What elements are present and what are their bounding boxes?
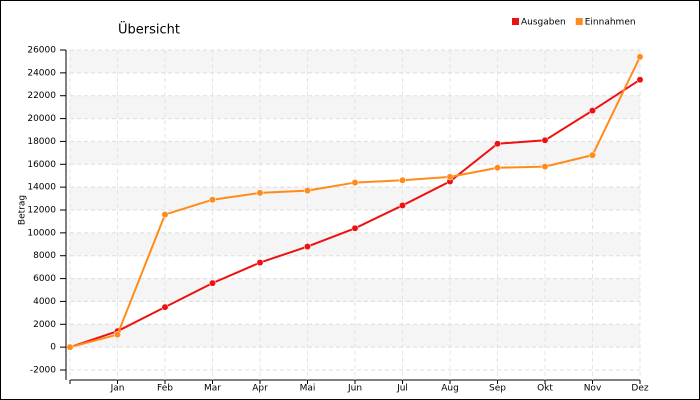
y-tick-label: 26000 (27, 46, 56, 56)
data-point (636, 53, 644, 61)
data-point (399, 201, 406, 209)
y-tick-label: 8000 (33, 251, 56, 261)
legend-label: Einnahmen (585, 18, 636, 28)
x-tick-label: Sep (489, 384, 506, 394)
data-point (589, 151, 596, 159)
x-tick-label: Nov (584, 384, 602, 394)
data-point (209, 279, 216, 287)
y-tick-label: -2000 (30, 366, 56, 376)
x-tick-label: Aug (441, 384, 459, 394)
y-tick-label: 16000 (27, 160, 56, 170)
y-tick-label: 20000 (27, 114, 56, 124)
y-tick-label: 4000 (33, 297, 56, 307)
data-point (304, 243, 311, 251)
data-point (351, 224, 359, 232)
data-point (114, 331, 121, 339)
y-tick-label: 6000 (33, 274, 56, 284)
data-point (446, 173, 454, 181)
y-axis-label: Betrag (18, 195, 28, 225)
y-tick-label: 2000 (33, 320, 56, 330)
data-point (541, 136, 549, 144)
chart-title: Übersicht (118, 21, 180, 38)
grid-band (70, 324, 640, 348)
x-tick-label: Mai (300, 384, 316, 394)
x-tick-label: Apr (252, 384, 268, 394)
data-point (351, 179, 359, 187)
data-point (66, 343, 74, 351)
legend-label: Ausgaben (521, 18, 566, 28)
data-point (589, 107, 596, 115)
data-point (161, 303, 169, 311)
data-point (256, 259, 264, 267)
y-tick-label: 10000 (27, 228, 56, 238)
y-tick-label: 18000 (27, 137, 56, 147)
x-tick-label: Mar (204, 384, 221, 394)
legend-swatch (512, 18, 519, 25)
y-tick-label: 0 (50, 343, 56, 353)
y-tick-label: 22000 (27, 91, 56, 101)
x-tick-label: Okt (537, 384, 553, 394)
data-point (399, 176, 406, 184)
data-point (256, 189, 264, 197)
x-tick-label: Dez (631, 384, 648, 394)
data-point (161, 211, 169, 219)
y-tick-label: 14000 (27, 183, 56, 193)
x-tick-label: Feb (157, 384, 173, 394)
legend-swatch (575, 18, 583, 25)
grid-band (70, 232, 640, 256)
data-point (636, 76, 644, 84)
data-point (494, 140, 501, 148)
data-point (541, 163, 549, 171)
x-tick-label: Jan (110, 384, 125, 394)
data-point (494, 164, 501, 172)
y-tick-label: 12000 (27, 206, 56, 216)
y-tick-label: 24000 (27, 68, 56, 78)
data-point (304, 187, 311, 195)
x-tick-label: Jul (396, 384, 408, 394)
x-tick-label: Jun (347, 384, 362, 394)
data-point (209, 196, 216, 204)
